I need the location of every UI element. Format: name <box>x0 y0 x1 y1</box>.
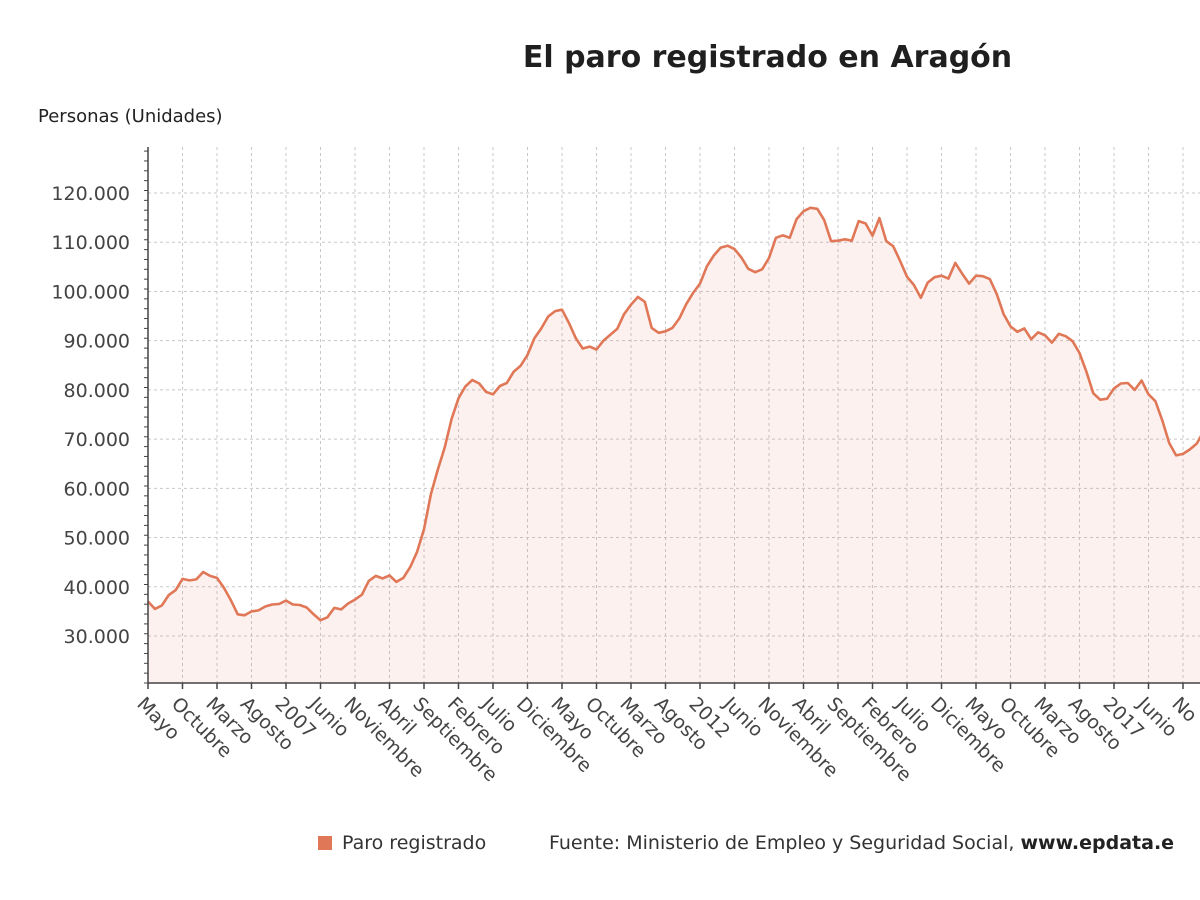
series-line <box>147 206 1200 622</box>
chart-title: El paro registrado en Aragón <box>522 40 1013 75</box>
legend-swatch <box>318 836 332 850</box>
legend-label: Paro registrado <box>342 832 487 854</box>
series-area <box>148 207 1200 683</box>
y-tick-label: 110.000 <box>51 232 130 254</box>
y-tick-label: 50.000 <box>64 528 130 550</box>
y-tick-label: 30.000 <box>64 626 130 648</box>
y-tick-label: 80.000 <box>64 380 130 402</box>
y-tick-label: 40.000 <box>64 577 130 599</box>
y-tick-label: 90.000 <box>64 331 130 353</box>
source-prefix: Fuente: Ministerio de Empleo y Seguridad… <box>549 832 1021 854</box>
y-axis-label: Personas (Unidades) <box>38 106 223 127</box>
legend: Paro registrado <box>318 832 486 854</box>
y-tick-label: 100.000 <box>51 281 130 303</box>
y-tick-label: 120.000 <box>51 183 130 205</box>
y-tick-label: 60.000 <box>64 478 130 500</box>
source-site: www.epdata.e <box>1020 832 1175 854</box>
y-tick-label: 70.000 <box>64 429 130 451</box>
source-note: Fuente: Ministerio de Empleo y Seguridad… <box>549 832 1174 854</box>
